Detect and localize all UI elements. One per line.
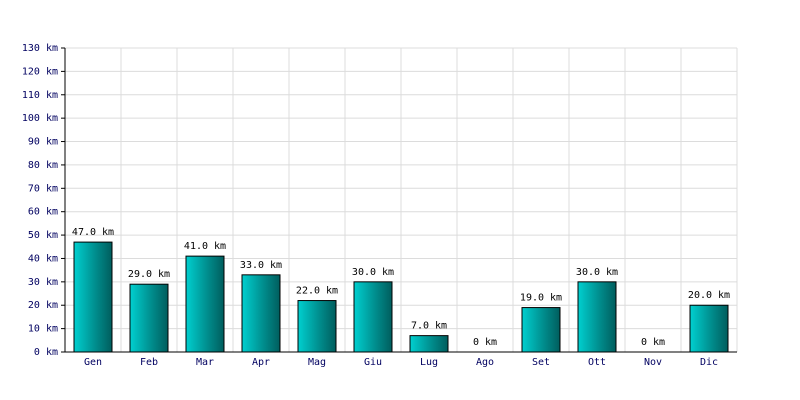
y-tick-label: 20 km [28, 300, 58, 311]
bar [353, 281, 393, 353]
x-tick-label: Mar [196, 357, 214, 368]
bar [185, 255, 225, 353]
x-tick-label: Nov [644, 357, 662, 368]
x-tick-label: Gen [84, 357, 102, 368]
value-label: 20.0 km [688, 290, 730, 301]
bar [129, 283, 169, 353]
y-tick-label: 110 km [22, 90, 58, 101]
y-tick-label: 40 km [28, 253, 58, 264]
x-tick-label: Mag [308, 357, 326, 368]
value-label: 30.0 km [352, 267, 394, 278]
bar [409, 335, 449, 353]
value-label: 19.0 km [520, 293, 562, 304]
bar [297, 300, 337, 353]
x-tick-label: Giu [364, 357, 382, 368]
x-tick-label: Ago [476, 357, 494, 368]
bar [521, 307, 561, 353]
y-tick-label: 30 km [28, 277, 58, 288]
x-tick-label: Dic [700, 357, 718, 368]
value-label: 0 km [473, 337, 497, 348]
y-tick-label: 10 km [28, 324, 58, 335]
x-tick-label: Ott [588, 357, 606, 368]
value-label: 0 km [641, 337, 665, 348]
y-tick-label: 60 km [28, 207, 58, 218]
x-tick-label: Lug [420, 357, 438, 368]
value-label: 29.0 km [128, 269, 170, 280]
value-label: 22.0 km [296, 286, 338, 297]
x-tick-label: Set [532, 357, 550, 368]
y-tick-label: 100 km [22, 113, 58, 124]
y-tick-label: 0 km [34, 347, 58, 358]
x-tick-label: Feb [140, 357, 158, 368]
value-label: 33.0 km [240, 260, 282, 271]
bar [241, 274, 281, 353]
y-tick-label: 90 km [28, 137, 58, 148]
x-tick-label: Apr [252, 357, 270, 368]
y-tick-label: 50 km [28, 230, 58, 241]
y-tick-label: 130 km [22, 43, 58, 54]
bar [689, 304, 729, 353]
y-tick-label: 70 km [28, 183, 58, 194]
value-label: 47.0 km [72, 227, 114, 238]
y-tick-label: 120 km [22, 66, 58, 77]
bar [73, 241, 113, 353]
y-tick-label: 80 km [28, 160, 58, 171]
value-label: 30.0 km [576, 267, 618, 278]
value-label: 7.0 km [411, 321, 447, 332]
bar [577, 281, 617, 353]
value-label: 41.0 km [184, 241, 226, 252]
